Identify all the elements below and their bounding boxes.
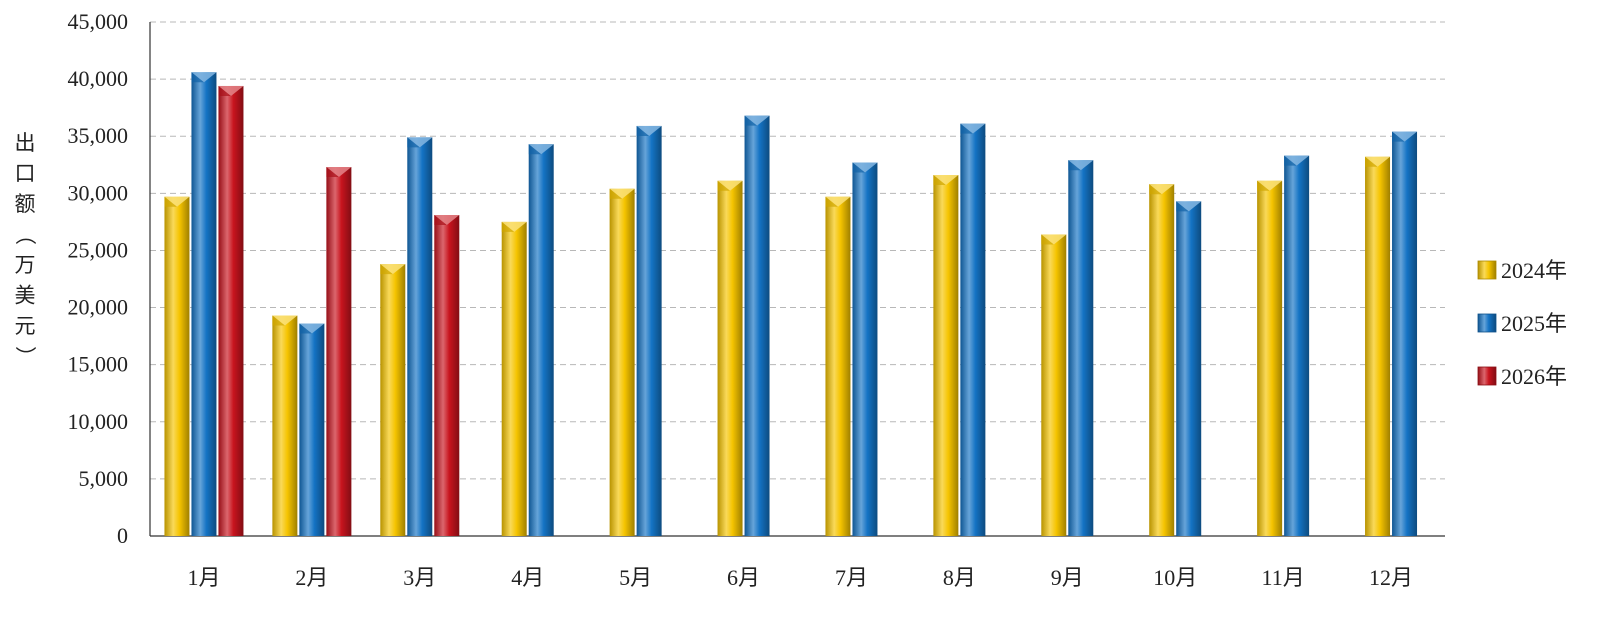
legend-item: 2025年 [1477, 311, 1567, 336]
bar [164, 196, 190, 536]
bar [272, 315, 298, 536]
y-tick-labels: 0 5,000 10,000 15,000 20,000 25,000 30,000 35,0… [68, 9, 129, 548]
y-axis-label-char: 口 [15, 162, 36, 186]
bar [1041, 234, 1067, 536]
x-tick-label: 3月 [403, 565, 436, 590]
x-tick-label: 4月 [511, 565, 544, 590]
y-tick-label: 30,000 [68, 180, 129, 205]
legend-label: 2025年 [1501, 311, 1567, 336]
legend: 2024年 2025年 2026年 [1477, 258, 1567, 389]
y-axis-label-char: （ [13, 224, 37, 245]
x-tick-label: 6月 [727, 565, 760, 590]
y-axis-label-char: 元 [15, 314, 36, 338]
bar [326, 167, 352, 536]
x-tick-labels: 1月 2月 3月 4月 5月 6月 7月 8月 9月 10月 11月 12月 [187, 565, 1413, 590]
bar [609, 188, 635, 536]
bar [960, 123, 986, 536]
x-tick-label: 10月 [1153, 565, 1197, 590]
bar [1284, 155, 1310, 536]
legend-label: 2024年 [1501, 258, 1567, 283]
y-axis-label-char: 万 [15, 253, 36, 277]
grid-lines [150, 21, 1445, 480]
bar [218, 85, 244, 536]
x-tick-label: 2月 [295, 565, 328, 590]
bar [1365, 156, 1391, 536]
legend-item: 2024年 [1477, 258, 1567, 283]
bar [434, 215, 460, 536]
bar [1176, 201, 1202, 536]
bar [825, 196, 851, 536]
bar [380, 264, 406, 536]
bars [164, 72, 1418, 537]
y-tick-label: 20,000 [68, 295, 129, 320]
x-tick-label: 11月 [1262, 565, 1305, 590]
x-tick-label: 7月 [835, 565, 868, 590]
y-axis-label-char: 美 [15, 284, 36, 308]
bar [933, 175, 959, 536]
y-axis-label-char: 额 [15, 192, 36, 216]
bar [528, 144, 554, 536]
bar [1392, 131, 1418, 537]
legend-label: 2026年 [1501, 364, 1567, 389]
x-tick-label: 5月 [619, 565, 652, 590]
y-tick-label: 15,000 [68, 352, 129, 377]
bar [1149, 184, 1175, 536]
y-tick-label: 25,000 [68, 237, 129, 262]
bar [1068, 160, 1094, 536]
y-axis-label-char: ） [13, 346, 37, 367]
x-tick-label: 8月 [943, 565, 976, 590]
legend-swatch [1477, 260, 1497, 280]
bar [407, 137, 433, 536]
x-tick-label: 1月 [187, 565, 220, 590]
bar [1257, 180, 1283, 536]
bar [717, 180, 743, 536]
bar [191, 72, 217, 536]
legend-swatch [1477, 366, 1497, 386]
x-tick-label: 9月 [1051, 565, 1084, 590]
y-tick-label: 10,000 [68, 409, 129, 434]
bar [852, 162, 878, 536]
y-tick-label: 0 [117, 523, 128, 548]
y-axis-label: 出口额 （ 万美元 ） [13, 131, 37, 367]
y-tick-label: 40,000 [68, 66, 129, 91]
bar [501, 221, 527, 536]
y-tick-label: 35,000 [68, 123, 129, 148]
y-axis-label-char: 出 [15, 131, 36, 155]
axes [149, 22, 1445, 537]
bar [299, 323, 325, 536]
y-tick-label: 45,000 [68, 9, 129, 34]
bar [636, 125, 662, 536]
legend-item: 2026年 [1477, 364, 1567, 389]
x-tick-label: 12月 [1369, 565, 1413, 590]
bar [744, 115, 770, 536]
y-tick-label: 5,000 [79, 466, 129, 491]
legend-swatch [1477, 313, 1497, 333]
